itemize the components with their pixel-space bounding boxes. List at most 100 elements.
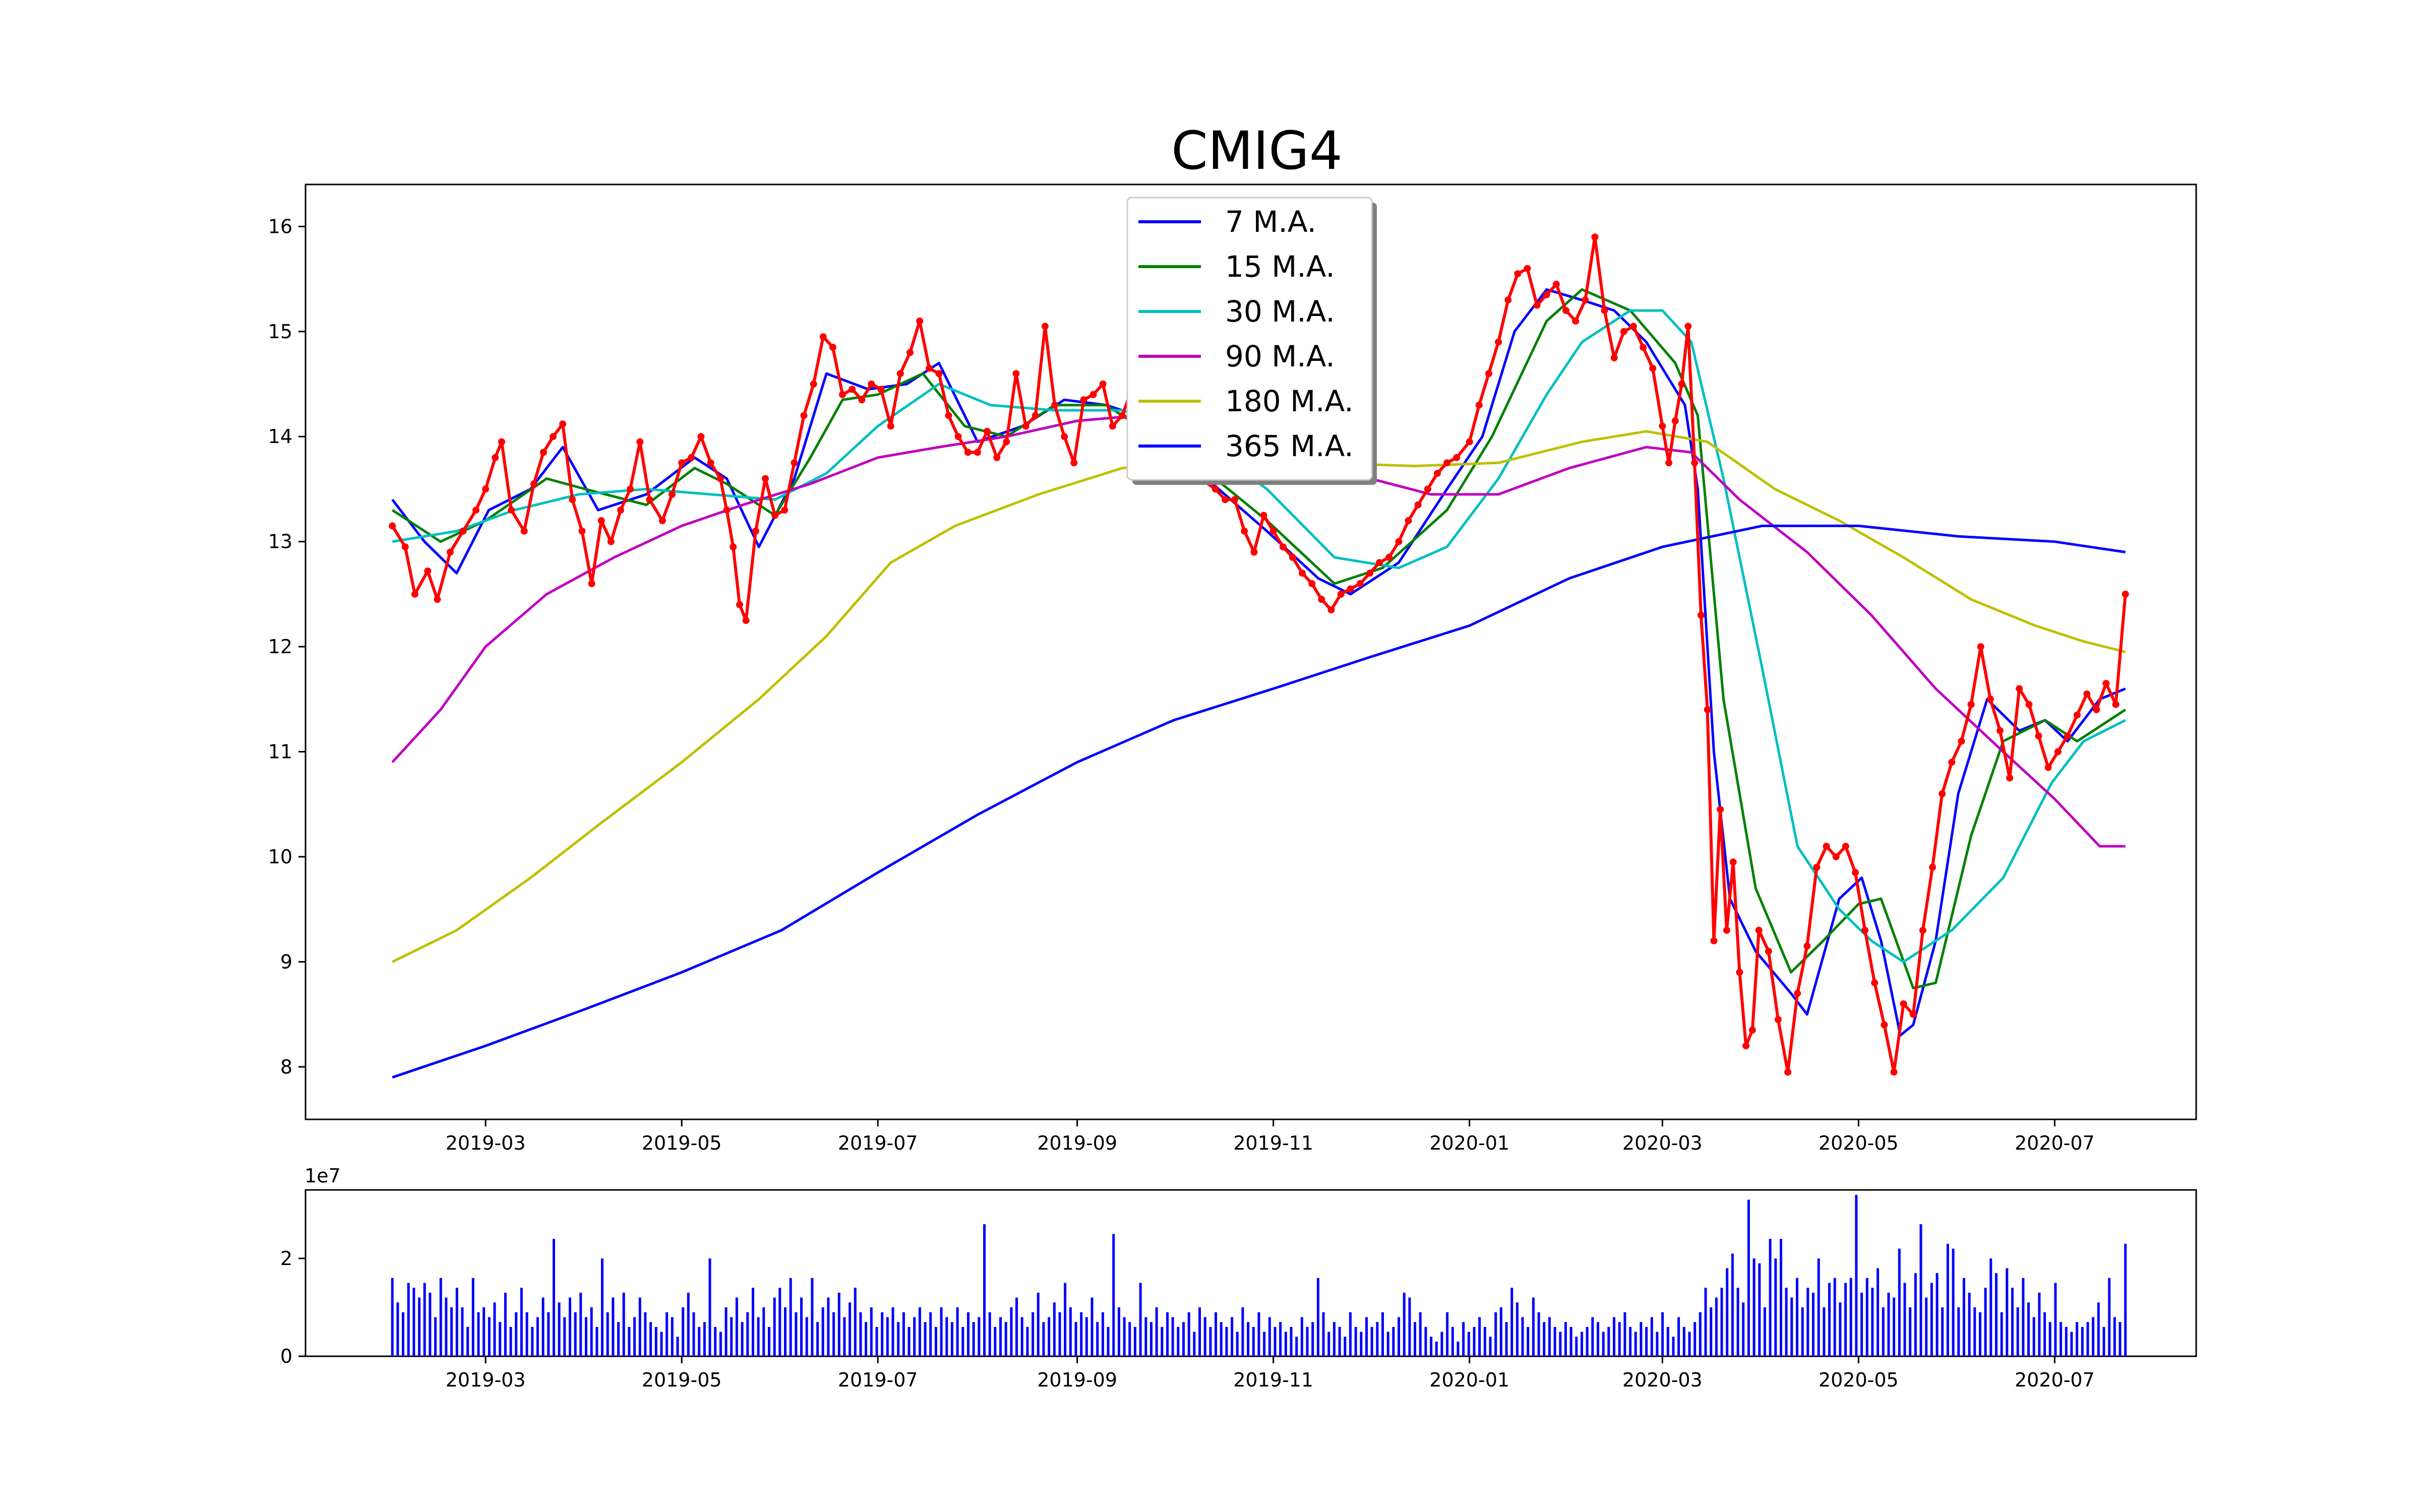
price-point <box>1424 485 1431 493</box>
volume-bar <box>1919 1224 1922 1356</box>
volume-bar <box>1898 1248 1901 1356</box>
price-point <box>1640 344 1647 351</box>
volume-bar <box>703 1322 706 1356</box>
price-point <box>954 433 962 440</box>
volume-bar <box>1419 1312 1422 1356</box>
price-point <box>688 454 695 461</box>
price-point <box>1376 559 1383 566</box>
volume-bar <box>1133 1327 1136 1356</box>
volume-bar <box>391 1278 394 1356</box>
volume-bar <box>2081 1327 2084 1356</box>
price-point <box>658 517 666 524</box>
volume-bar <box>1284 1332 1287 1356</box>
price-point <box>1717 806 1724 813</box>
volume-plot-x-ticks: 2019-03 2019-05 2019-07 2019-09 2019-11 2020-… <box>446 1356 2095 1391</box>
volume-bar <box>1241 1307 1244 1356</box>
x-tick-label: 2019-07 <box>838 1369 918 1391</box>
price-point <box>636 438 644 446</box>
volume-bar <box>601 1258 603 1356</box>
price-point <box>707 459 714 467</box>
volume-bar <box>1349 1312 1352 1356</box>
volume-bar <box>849 1302 852 1356</box>
volume-bar <box>945 1317 948 1356</box>
price-point <box>1723 926 1730 934</box>
volume-bar <box>1101 1312 1104 1356</box>
volume-bar <box>1435 1341 1438 1356</box>
x-tick-label: 2020-05 <box>1819 1132 1899 1154</box>
volume-bar <box>1042 1322 1045 1356</box>
price-point <box>1900 1000 1907 1007</box>
volume-bar <box>2119 1322 2122 1356</box>
volume-bar <box>1806 1288 1809 1356</box>
volume-bar <box>1752 1258 1756 1356</box>
price-point <box>1533 301 1541 309</box>
volume-bar <box>412 1288 415 1356</box>
volume-bar <box>1430 1337 1433 1356</box>
price-point <box>1881 1021 1888 1029</box>
price-point <box>1212 485 1219 493</box>
volume-bar <box>1117 1307 1120 1356</box>
volume-bar <box>724 1307 728 1356</box>
volume-bar <box>676 1337 679 1356</box>
volume-bar <box>1602 1332 1605 1356</box>
volume-bar <box>606 1312 609 1356</box>
volume-bar <box>2092 1317 2095 1356</box>
volume-bar <box>1516 1302 1519 1356</box>
price-point <box>1308 580 1316 587</box>
volume-bar <box>1887 1292 1890 1356</box>
volume-bar <box>1704 1288 1707 1356</box>
price-point <box>916 318 924 325</box>
x-tick-label: 2019-11 <box>1233 1132 1313 1154</box>
volume-bar <box>1107 1327 1110 1356</box>
volume-bar <box>1634 1332 1637 1356</box>
legend-label: 30 M.A. <box>1225 294 1335 329</box>
price-point <box>1552 281 1560 288</box>
volume-bar <box>1849 1278 1852 1356</box>
volume-bar <box>1989 1258 1992 1356</box>
price-point <box>492 454 499 461</box>
volume-bar <box>950 1322 953 1356</box>
volume-bar <box>1817 1258 1820 1356</box>
price-point <box>498 438 505 446</box>
volume-bar <box>1532 1297 1535 1356</box>
volume-bar <box>1871 1288 1874 1356</box>
price-point <box>1649 364 1657 372</box>
price-point <box>1475 401 1483 409</box>
price-point <box>1704 706 1711 714</box>
volume-bar <box>595 1327 598 1356</box>
volume-bar <box>1354 1327 1357 1356</box>
volume-bar <box>541 1297 544 1356</box>
volume-bar <box>2022 1278 2025 1356</box>
price-point <box>539 449 547 456</box>
volume-bar <box>1338 1327 1341 1356</box>
volume-bar <box>832 1312 835 1356</box>
volume-bar <box>471 1278 474 1356</box>
volume-bar <box>1865 1278 1868 1356</box>
volume-bar <box>418 1297 421 1356</box>
price-point <box>1678 381 1685 388</box>
volume-bar <box>1225 1327 1228 1356</box>
volume-bar <box>617 1322 620 1356</box>
price-point <box>2025 701 2033 708</box>
price-point <box>810 381 817 388</box>
price-point <box>730 543 737 551</box>
volume-bar <box>1801 1307 1804 1356</box>
volume-bar <box>1139 1283 1142 1356</box>
volume-bar <box>1473 1327 1476 1356</box>
volume-bar <box>434 1317 437 1356</box>
price-point <box>742 617 750 624</box>
price-point <box>887 422 894 430</box>
volume-bar <box>1521 1317 1524 1356</box>
volume-bar <box>1096 1322 1099 1356</box>
price-point <box>819 333 827 341</box>
volume-bar <box>1699 1312 1702 1356</box>
price-point <box>1485 370 1492 377</box>
price-point <box>1697 611 1705 619</box>
volume-bar <box>1064 1283 1067 1356</box>
volume-bar <box>983 1224 986 1356</box>
price-point <box>1241 527 1248 535</box>
price-point <box>1453 454 1461 461</box>
x-tick-label: 2019-05 <box>642 1132 722 1154</box>
volume-bar <box>622 1292 625 1356</box>
volume-bar <box>1499 1307 1502 1356</box>
